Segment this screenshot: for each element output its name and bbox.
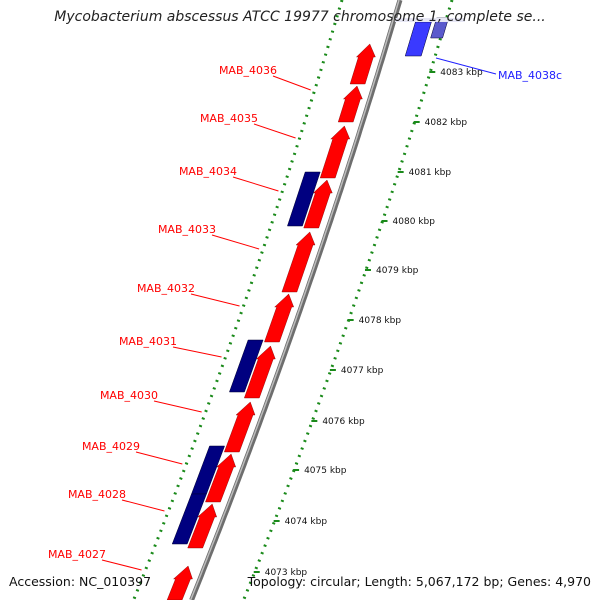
chromosome-backbone [189,0,403,600]
gene-leader-line [190,293,240,307]
forward-gene-arrow[interactable] [303,179,333,229]
forward-gene-arrow[interactable] [281,231,316,293]
gene-label[interactable]: MAB_4029 [82,440,140,453]
forward-gene-arrow[interactable] [224,401,256,453]
reverse-gene-block[interactable] [171,493,207,545]
kbp-tick-label: 4074 kbp [285,517,328,527]
kbp-tick-label: 4073 kbp [265,568,308,578]
kbp-tick-label: 4083 kbp [440,68,483,78]
forward-gene-arrow[interactable] [166,565,193,600]
map-title: Mycobacterium abscessus ATCC 19977 chrom… [54,9,546,25]
gene-leader-line [253,123,296,139]
kbp-tick-label: 4080 kbp [393,217,436,227]
gene-leader-line [272,75,311,91]
gene-label[interactable]: MAB_4027 [48,548,106,561]
gene-label[interactable]: MAB_4031 [119,335,177,348]
gene-leader-line [435,57,497,75]
gene-leader-line [211,234,260,250]
gene-label[interactable]: MAB_4035 [200,112,258,125]
gene-label[interactable]: MAB_4028 [68,488,126,501]
gene-leader-line [101,559,142,571]
chromosome-backbone-highlight [189,0,400,600]
kbp-tick-label: 4075 kbp [304,466,347,476]
highlight-gene-block[interactable] [404,21,432,57]
gene-label[interactable]: MAB_4033 [158,223,216,236]
kbp-tick-label: 4081 kbp [409,168,452,178]
forward-gene-arrow[interactable] [349,43,376,85]
topology-summary: Topology: circular; Length: 5,067,172 bp… [247,574,591,589]
gene-leader-line [153,400,202,413]
reverse-gene-block[interactable] [287,171,321,227]
gene-label[interactable]: MAB_4038c [498,69,562,82]
forward-gene-arrow[interactable] [264,293,294,343]
forward-gene-arrow[interactable] [319,125,351,179]
kbp-tick-label: 4078 kbp [359,316,402,326]
gene-leader-line [121,499,165,512]
forward-gene-arrow[interactable] [244,345,276,399]
kbp-tick-label: 4079 kbp [376,266,419,276]
reverse-gene-block[interactable] [229,339,264,393]
gene-leader-line [135,451,183,465]
kbp-tick-label: 4082 kbp [425,118,468,128]
accession-label: Accession: NC_010397 [9,574,152,589]
forward-gene-arrow[interactable] [187,503,217,549]
gene-leader-line [232,176,279,192]
forward-gene-arrow[interactable] [337,85,363,123]
gene-label[interactable]: MAB_4034 [179,165,237,178]
gene-label[interactable]: MAB_4030 [100,389,158,402]
kbp-tick-label: 4077 kbp [341,366,384,376]
inner-guide-circle [242,0,454,600]
highlight-gene-shade [395,18,465,22]
kbp-tick-label: 4076 kbp [322,417,365,427]
outer-guide-circle [132,0,344,600]
gene-leader-line [172,346,222,358]
gene-label[interactable]: MAB_4032 [137,282,195,295]
gene-label[interactable]: MAB_4036 [219,64,277,77]
forward-gene-arrow[interactable] [205,453,236,503]
